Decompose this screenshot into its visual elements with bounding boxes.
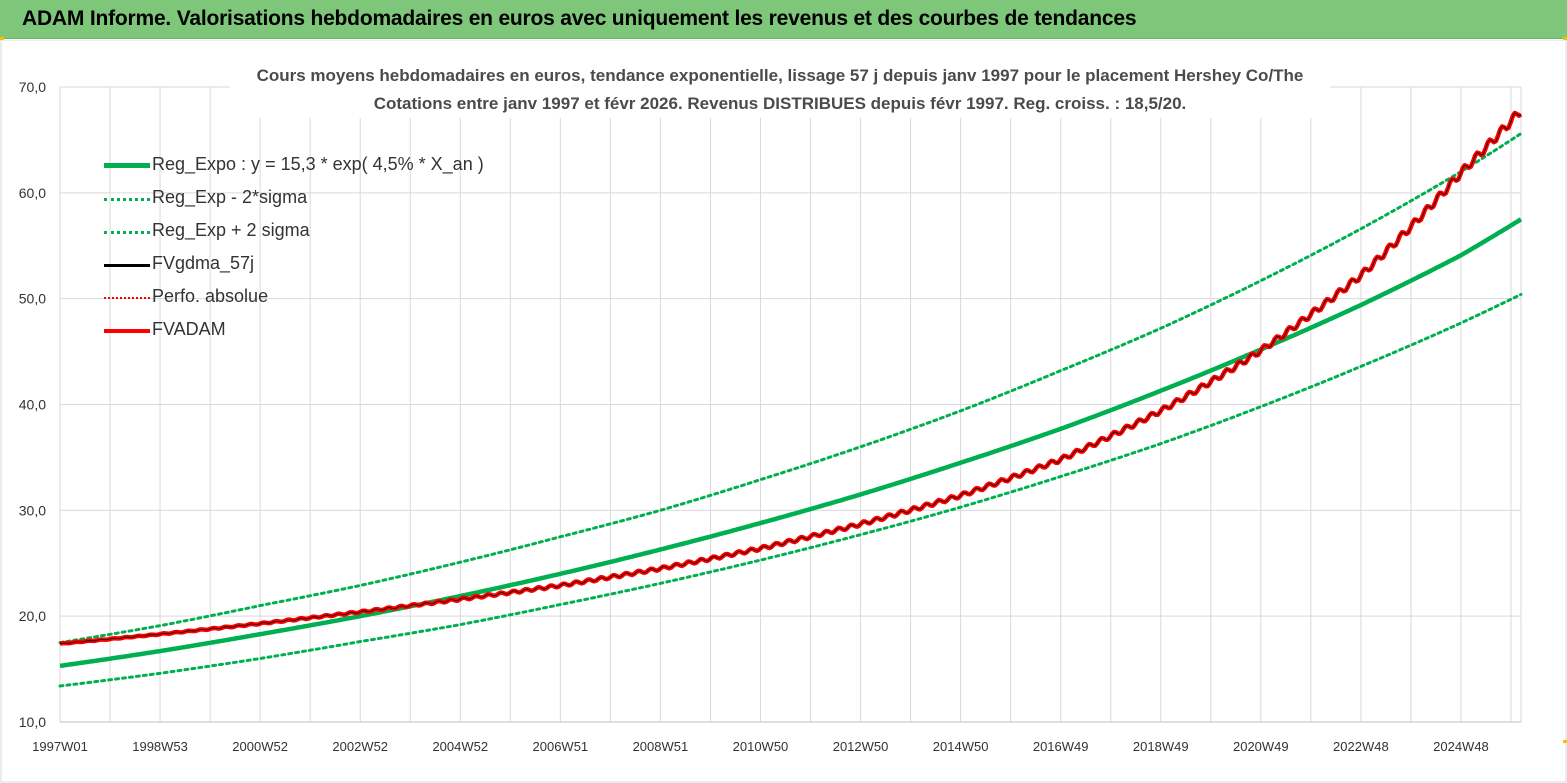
x-tick-label: 2020W49 bbox=[1233, 739, 1289, 754]
legend-item: FVgdma_57j bbox=[100, 249, 620, 282]
series-lines bbox=[58, 110, 1523, 688]
x-tick-label: 2014W50 bbox=[933, 739, 989, 754]
x-tick-label: 1997W01 bbox=[32, 739, 88, 754]
series-line bbox=[58, 132, 1523, 645]
x-tick-label: 2018W49 bbox=[1133, 739, 1189, 754]
x-tick-label: 2016W49 bbox=[1033, 739, 1089, 754]
chart-subtitle: Cotations entre janv 1997 et févr 2026. … bbox=[373, 94, 1187, 113]
legend-item: Reg_Expo : y = 15,3 * exp( 4,5% * X_an ) bbox=[100, 150, 620, 183]
legend-swatch bbox=[104, 297, 150, 299]
legend-swatch bbox=[104, 329, 150, 333]
y-tick-label: 50,0 bbox=[19, 291, 46, 307]
line-chart: 10,0 20,0 30,0 40,0 50,0 60,0 70,0 1997W01 1998… bbox=[0, 40, 1567, 783]
y-tick-label: 70,0 bbox=[19, 79, 46, 95]
x-tick-label: 2000W52 bbox=[232, 739, 288, 754]
x-tick-label: 2002W52 bbox=[332, 739, 388, 754]
legend-label: Reg_Exp + 2 sigma bbox=[152, 220, 310, 240]
legend-item: Reg_Exp + 2 sigma bbox=[100, 216, 620, 249]
y-tick-label: 40,0 bbox=[19, 397, 46, 413]
y-tick-label: 60,0 bbox=[19, 185, 46, 201]
series-line bbox=[58, 292, 1523, 688]
legend-label: Reg_Expo : y = 15,3 * exp( 4,5% * X_an ) bbox=[152, 154, 484, 174]
legend-item: FVADAM bbox=[100, 315, 620, 348]
series-line bbox=[59, 217, 1523, 669]
report-header: ADAM Informe. Valorisations hebdomadaire… bbox=[0, 0, 1567, 39]
x-tick-label: 2010W50 bbox=[733, 739, 789, 754]
legend-label: FVgdma_57j bbox=[152, 253, 255, 273]
x-tick-label: 1998W53 bbox=[132, 739, 188, 754]
legend-swatch bbox=[104, 163, 150, 168]
x-tick-label: 2022W48 bbox=[1333, 739, 1389, 754]
series-line-trace bbox=[59, 112, 1522, 645]
report-title: ADAM Informe. Valorisations hebdomadaire… bbox=[22, 7, 1137, 30]
legend-label: Perfo. absolue bbox=[152, 286, 269, 306]
chart-area: 10,0 20,0 30,0 40,0 50,0 60,0 70,0 1997W01 1998… bbox=[0, 37, 1567, 783]
y-tick-labels: 10,0 20,0 30,0 40,0 50,0 60,0 70,0 bbox=[19, 79, 46, 730]
chart-title: Cours moyens hebdomadaires en euros, ten… bbox=[256, 66, 1304, 85]
legend-swatch bbox=[104, 231, 150, 234]
y-tick-label: 30,0 bbox=[19, 502, 46, 518]
legend-label: FVADAM bbox=[152, 319, 226, 339]
x-tick-label: 2008W51 bbox=[633, 739, 689, 754]
x-tick-label: 2024W48 bbox=[1433, 739, 1489, 754]
legend-swatch bbox=[104, 264, 150, 267]
chart-frame bbox=[0, 40, 1567, 783]
legend-item: Perfo. absolue bbox=[100, 282, 620, 315]
x-tick-label: 2004W52 bbox=[432, 739, 488, 754]
y-tick-label: 20,0 bbox=[19, 608, 46, 624]
legend-item: Reg_Exp - 2*sigma bbox=[100, 183, 620, 216]
x-tick-label: 2006W51 bbox=[533, 739, 589, 754]
y-tick-label: 10,0 bbox=[19, 714, 46, 730]
x-tick-label: 2012W50 bbox=[833, 739, 889, 754]
legend-label: Reg_Exp - 2*sigma bbox=[152, 187, 308, 207]
corner-marker bbox=[1563, 37, 1567, 40]
x-tick-labels: 1997W01 1998W53 2000W52 2002W52 2004W52 2006W… bbox=[32, 739, 1489, 754]
corner-marker bbox=[0, 37, 4, 40]
corner-marker bbox=[1563, 740, 1567, 743]
chart-title-block: Cours moyens hebdomadaires en euros, ten… bbox=[230, 62, 1330, 118]
legend-swatch bbox=[104, 198, 150, 201]
chart-legend: Reg_Expo : y = 15,3 * exp( 4,5% * X_an )… bbox=[100, 150, 620, 348]
